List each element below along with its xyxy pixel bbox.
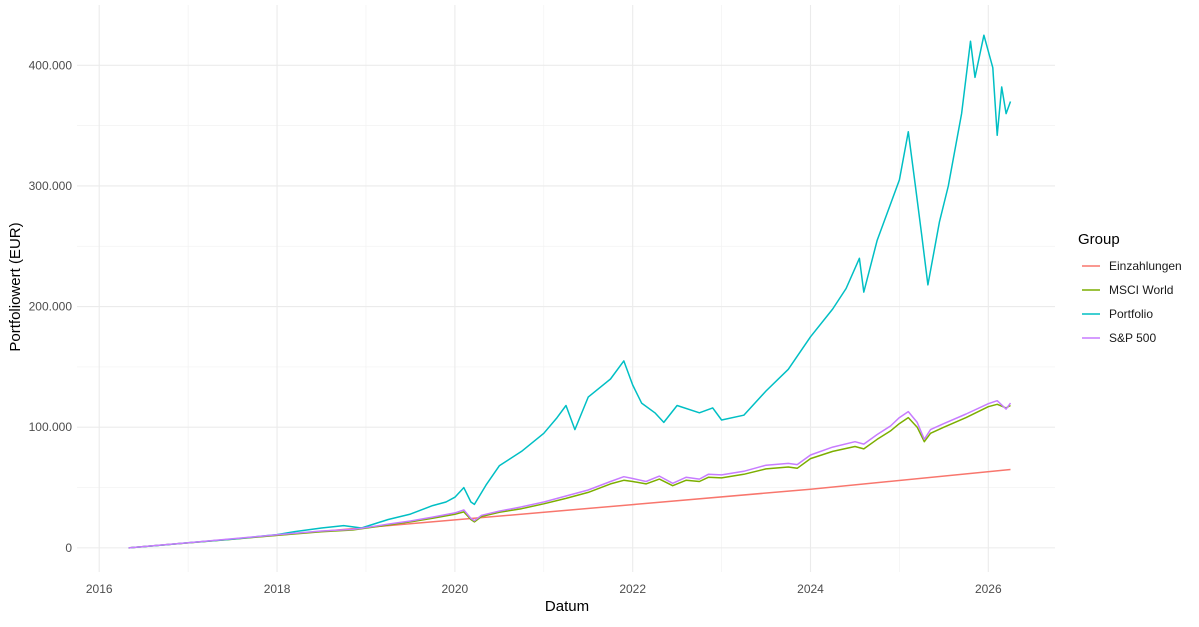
y-tick-label: 0 [65, 541, 72, 555]
y-tick-label: 100.000 [29, 420, 73, 434]
y-axis-tick-labels: 0 100.000 200.000 300.000 400.000 [29, 58, 73, 555]
series-line-s-p-500 [129, 401, 1011, 548]
y-tick-label: 400.000 [29, 58, 73, 72]
y-tick-label: 200.000 [29, 300, 73, 314]
series-line-portfolio [129, 35, 1011, 548]
x-axis-tick-labels: 2016 2018 2020 2022 2024 2026 [86, 582, 1002, 596]
legend-title: Group [1078, 231, 1120, 248]
series-line-msci-world [129, 404, 1011, 548]
x-tick-label: 2024 [797, 582, 824, 596]
x-axis-title: Datum [545, 598, 589, 615]
x-tick-label: 2022 [619, 582, 646, 596]
x-tick-label: 2020 [442, 582, 469, 596]
legend-label-portfolio: Portfolio [1109, 307, 1153, 321]
y-axis-title: Portfoliowert (EUR) [7, 222, 24, 351]
y-tick-label: 300.000 [29, 179, 73, 193]
grid [77, 5, 1055, 572]
legend-label-msci-world: MSCI World [1109, 283, 1173, 297]
legend-label-einzahlungen: Einzahlungen [1109, 259, 1182, 273]
legend-label-s-p-500: S&P 500 [1109, 331, 1156, 345]
x-tick-label: 2016 [86, 582, 113, 596]
legend: Group Einzahlungen MSCI World Portfolio S&P… [1078, 231, 1182, 345]
series-lines [129, 35, 1011, 548]
x-tick-label: 2026 [975, 582, 1002, 596]
x-tick-label: 2018 [264, 582, 291, 596]
